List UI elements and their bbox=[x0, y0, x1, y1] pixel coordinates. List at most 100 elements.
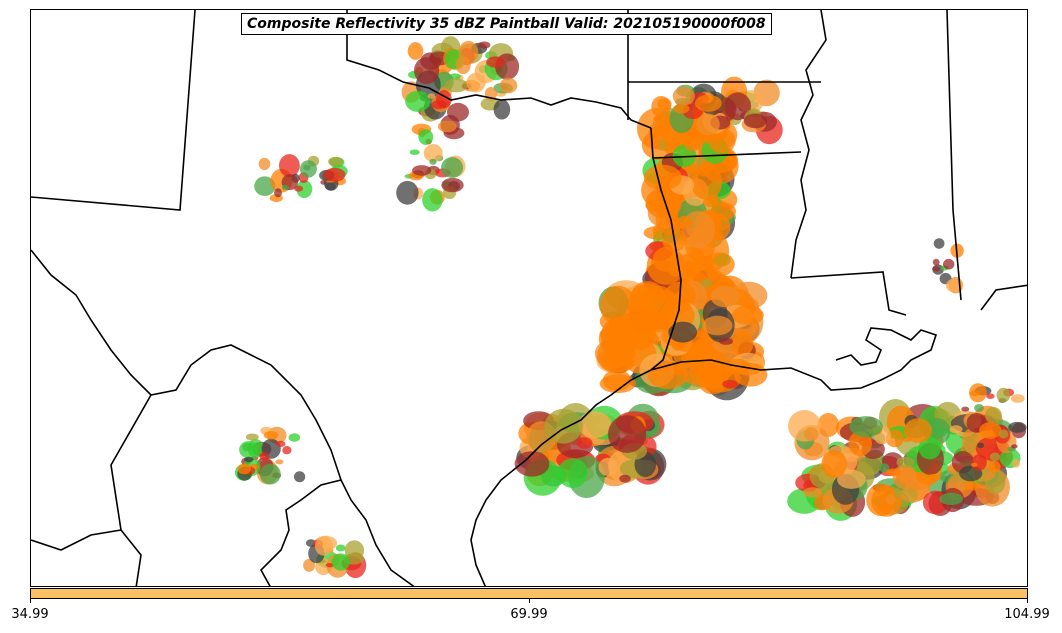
reflectivity-blob bbox=[619, 474, 631, 483]
reflectivity-blob bbox=[985, 407, 1002, 424]
reflectivity-blob bbox=[499, 77, 518, 94]
reflectivity-blob bbox=[979, 422, 1002, 439]
reflectivity-blob bbox=[722, 379, 739, 389]
reflectivity-blob bbox=[885, 494, 896, 505]
reflectivity-blob bbox=[886, 468, 901, 477]
reflectivity-blob bbox=[653, 114, 667, 123]
reflectivity-blob bbox=[696, 113, 720, 136]
reflectivity-blob bbox=[325, 563, 334, 568]
reflectivity-blob bbox=[939, 492, 964, 505]
rio-grande bbox=[31, 249, 415, 586]
reflectivity-blob bbox=[1008, 421, 1027, 433]
map-panel bbox=[30, 9, 1028, 587]
colorbar-label-max: 104.99 bbox=[1004, 607, 1050, 622]
reflectivity-blob bbox=[743, 113, 768, 129]
reflectivity-blob bbox=[1010, 394, 1025, 403]
reflectivity-blob bbox=[1012, 459, 1021, 468]
reflectivity-blob bbox=[892, 464, 917, 490]
reflectivity-blob bbox=[918, 436, 941, 460]
reflectivity-blob bbox=[441, 177, 464, 193]
reflectivity-blob bbox=[996, 387, 1011, 403]
reflectivity-blob bbox=[879, 463, 890, 473]
border-alabama-florida bbox=[980, 284, 1027, 311]
reflectivity-blob bbox=[335, 544, 346, 552]
colorbar-label-min: 34.99 bbox=[11, 607, 49, 622]
colorbar-label-mid: 69.99 bbox=[510, 607, 548, 622]
reflectivity-blob bbox=[274, 188, 282, 198]
border-panhandle-west bbox=[31, 10, 196, 211]
reflectivity-blob bbox=[409, 149, 420, 155]
reflectivity-blob bbox=[324, 167, 346, 182]
reflectivity-blob bbox=[600, 316, 641, 356]
reflectivity-blob bbox=[407, 42, 424, 60]
reflectivity-blob bbox=[282, 446, 292, 455]
reflectivity-blob bbox=[418, 129, 434, 145]
reflectivity-blob bbox=[514, 451, 550, 477]
colorbar-tick-mid bbox=[529, 599, 530, 603]
reflectivity-blob bbox=[576, 437, 593, 449]
reflectivity-blob bbox=[969, 390, 980, 397]
reflectivity-blob bbox=[422, 188, 443, 212]
reflectivity-blob bbox=[437, 120, 457, 133]
reflectivity-blob bbox=[988, 460, 1001, 473]
reflectivity-blob bbox=[998, 429, 1009, 439]
reflectivity-blob bbox=[718, 337, 734, 345]
reflectivity-blob bbox=[803, 487, 823, 498]
reflectivity-blob bbox=[927, 473, 941, 481]
reflectivity-blob bbox=[239, 441, 259, 459]
reflectivity-blob bbox=[493, 99, 511, 120]
reflectivity-blob bbox=[578, 411, 612, 438]
reflectivity-blob bbox=[963, 480, 981, 491]
reflectivity-map bbox=[31, 10, 1027, 586]
reflectivity-blob bbox=[599, 285, 637, 325]
border-arkansas-louisiana bbox=[652, 151, 802, 159]
reflectivity-blob bbox=[821, 449, 847, 479]
reflectivity-blob bbox=[690, 164, 723, 200]
reflectivity-blob bbox=[837, 469, 866, 489]
reflectivity-blob bbox=[710, 286, 740, 308]
colorbar bbox=[30, 588, 1028, 599]
reflectivity-blob bbox=[673, 103, 690, 114]
reflectivity-blob bbox=[702, 315, 733, 336]
reflectivity-blob bbox=[608, 415, 647, 453]
reflectivity-blob bbox=[303, 558, 316, 572]
reflectivity-blob bbox=[427, 93, 436, 99]
reflectivity-blob bbox=[724, 92, 752, 121]
reflectivity-blob bbox=[441, 157, 464, 178]
reflectivity-blob bbox=[296, 180, 313, 199]
reflectivity-blob bbox=[703, 252, 735, 277]
reflectivity-blob bbox=[237, 463, 251, 475]
reflectivity-blob bbox=[294, 185, 304, 192]
reflectivity-blob bbox=[933, 238, 945, 249]
reflectivity-blob bbox=[904, 418, 932, 443]
reflectivity-blob bbox=[694, 94, 722, 112]
reflectivity-blob bbox=[444, 78, 468, 93]
reflectivity-blob bbox=[423, 144, 443, 163]
mexico-state-line-1 bbox=[110, 394, 152, 586]
reflectivity-blob bbox=[706, 271, 718, 279]
reflectivity-blob bbox=[804, 427, 819, 442]
reflectivity-blob bbox=[848, 431, 872, 457]
reflectivity-blob bbox=[455, 56, 471, 75]
reflectivity-blob bbox=[970, 462, 978, 467]
reflectivity-blob bbox=[281, 184, 289, 191]
reflectivity-blob bbox=[328, 156, 344, 167]
reflectivity-blob bbox=[414, 57, 440, 85]
reflectivity-blob bbox=[896, 456, 915, 468]
mexico-state-line-3 bbox=[260, 479, 342, 586]
reflectivity-blob bbox=[949, 425, 963, 434]
louisiana-coast bbox=[650, 327, 938, 391]
reflectivity-blob bbox=[651, 95, 671, 118]
reflectivity-blobs bbox=[234, 36, 1027, 579]
reflectivity-blob bbox=[429, 158, 437, 165]
reflectivity-blob bbox=[643, 164, 682, 191]
reflectivity-blob bbox=[645, 187, 682, 219]
reflectivity-blob bbox=[943, 258, 955, 270]
reflectivity-blob bbox=[652, 246, 680, 272]
reflectivity-blob bbox=[731, 330, 754, 357]
reflectivity-blob bbox=[961, 406, 970, 412]
reflectivity-blob bbox=[466, 72, 486, 93]
border-oklahoma-south bbox=[346, 10, 652, 129]
reflectivity-blob bbox=[405, 90, 431, 112]
reflectivity-blob bbox=[303, 164, 311, 171]
